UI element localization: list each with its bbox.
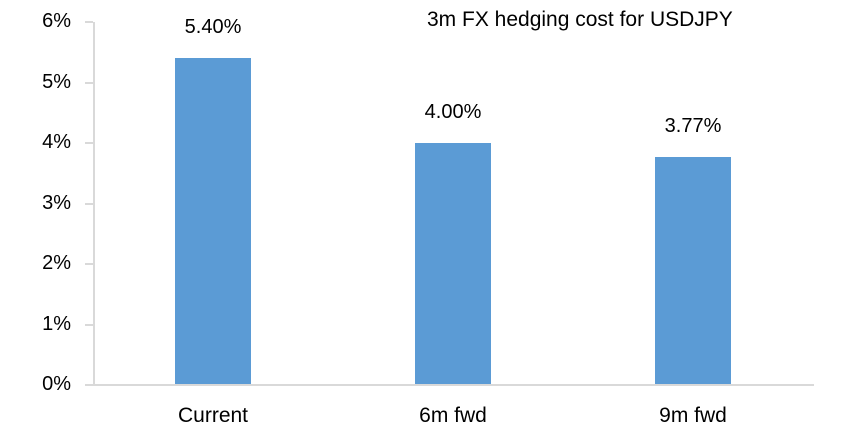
y-tick-label: 1% bbox=[42, 312, 71, 335]
y-tick-label: 3% bbox=[42, 191, 71, 214]
y-tick-mark bbox=[85, 21, 93, 23]
x-category-label: 9m fwd bbox=[659, 404, 727, 427]
y-tick-label: 4% bbox=[42, 131, 71, 153]
bar-value-label: 4.00% bbox=[424, 101, 482, 123]
chart-title: 3m FX hedging cost for USDJPY bbox=[427, 8, 733, 31]
y-axis-line bbox=[93, 22, 95, 385]
y-tick-mark bbox=[85, 81, 93, 84]
bar-value-label: 3.77% bbox=[664, 115, 722, 137]
y-tick-label: 5% bbox=[42, 70, 71, 93]
y-tick-mark bbox=[85, 202, 93, 205]
bar-6m fwd bbox=[415, 143, 491, 384]
y-tick-mark bbox=[85, 142, 93, 144]
bar-9m fwd bbox=[655, 157, 731, 384]
y-tick-label: 2% bbox=[42, 252, 71, 274]
y-tick-label: 0% bbox=[42, 373, 71, 395]
y-tick-mark bbox=[85, 384, 93, 386]
x-axis-line bbox=[85, 384, 814, 386]
x-category-label: Current bbox=[177, 404, 249, 427]
y-tick-mark bbox=[85, 263, 93, 265]
bar-Current bbox=[175, 58, 251, 384]
x-category-label: 6m fwd bbox=[419, 404, 487, 427]
y-tick-mark bbox=[85, 323, 93, 326]
bar-value-label: 5.40% bbox=[184, 16, 242, 38]
y-tick-label: 6% bbox=[42, 10, 71, 32]
